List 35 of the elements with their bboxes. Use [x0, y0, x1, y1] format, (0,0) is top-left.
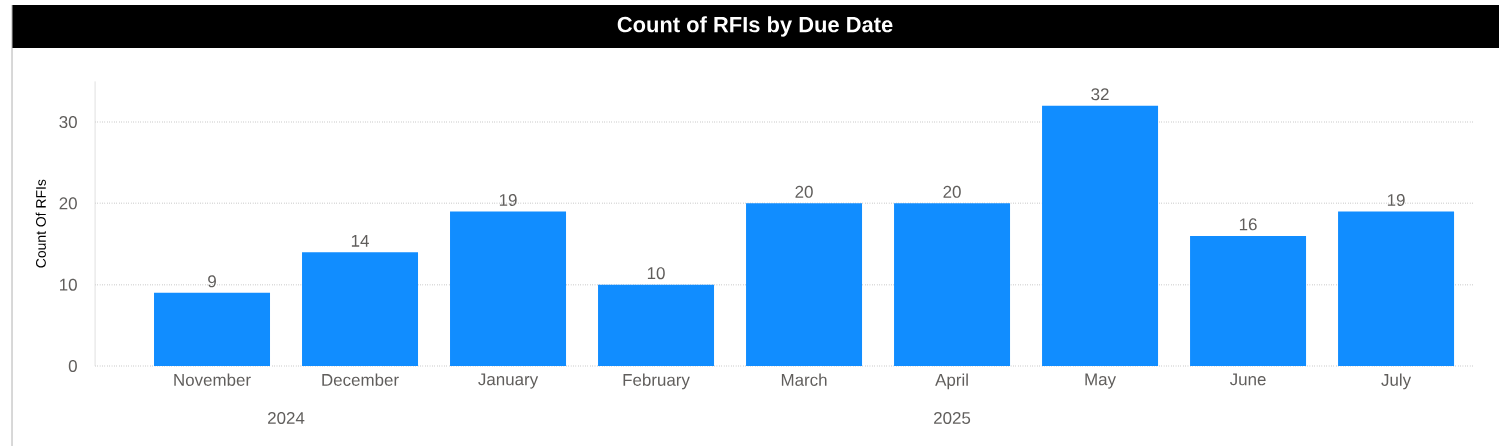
data-label: 20	[795, 185, 813, 198]
x-tick-label: March	[781, 373, 827, 386]
x-tick-label: November	[174, 373, 251, 386]
bar	[154, 292, 271, 366]
y-tick-label: 20	[59, 197, 77, 210]
x-tick-label: December	[322, 373, 399, 386]
bar	[1338, 211, 1455, 366]
y-tick-label: 10	[60, 278, 77, 291]
bar	[450, 211, 567, 366]
bar	[1190, 235, 1307, 366]
y-axis-title: Count Of RFIs	[35, 179, 46, 268]
x-tick-label: June	[1229, 373, 1266, 386]
y-tick-label: 0	[68, 359, 77, 372]
data-label: 32	[1091, 88, 1109, 101]
bar	[1042, 105, 1159, 366]
data-label: 10	[647, 267, 665, 280]
bar	[746, 203, 863, 366]
x-tick-label: February	[623, 373, 690, 390]
text: 2024	[268, 411, 305, 424]
data-label: 16	[1239, 218, 1257, 231]
data-label: 9	[208, 275, 216, 288]
data-label: 19	[1387, 193, 1405, 206]
data-label: 19	[499, 193, 517, 206]
x-tick-label: May	[1085, 373, 1117, 389]
data-label: 20	[943, 185, 961, 198]
x-tick-label: July	[1381, 373, 1412, 390]
bar	[894, 203, 1011, 366]
chart-title: Count of RFIs by Due Date	[617, 16, 893, 37]
bar	[598, 284, 715, 366]
x-tick-label: April	[935, 373, 968, 390]
y-tick-label: 30	[59, 116, 77, 129]
text: 2025	[934, 411, 971, 424]
bar	[302, 252, 419, 366]
x-tick-label: January	[478, 373, 539, 389]
data-label: 14	[351, 234, 369, 247]
